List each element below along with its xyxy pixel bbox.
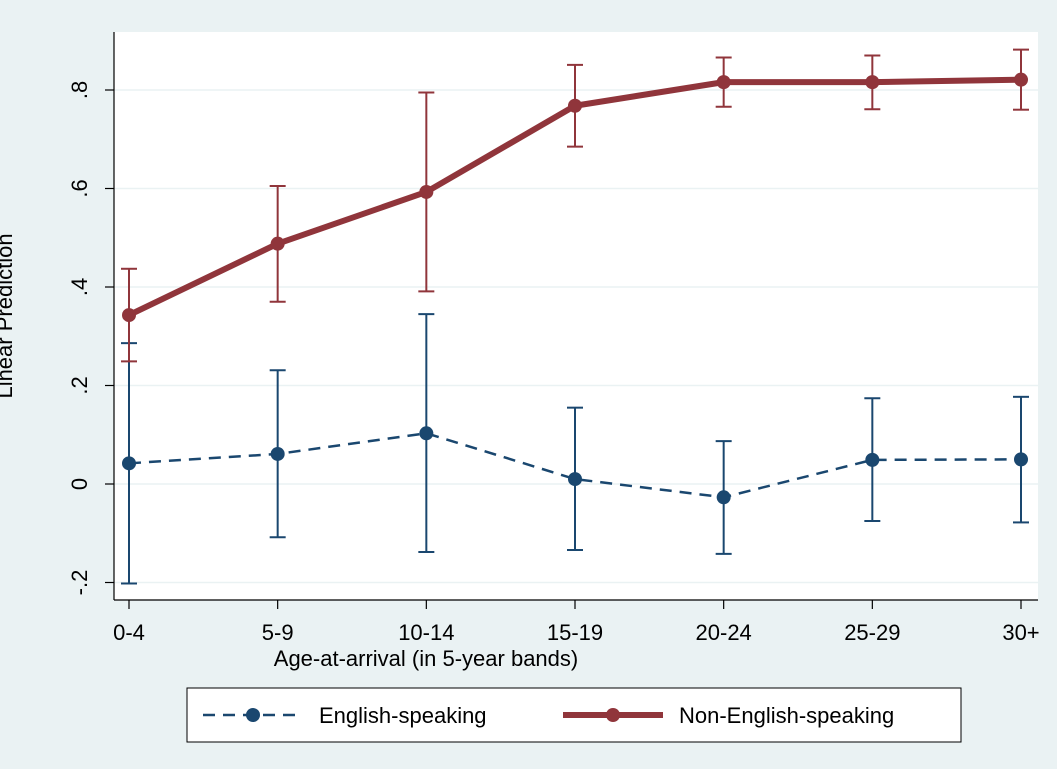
data-point xyxy=(1014,72,1028,87)
x-tick-label: 5-9 xyxy=(262,620,294,645)
x-tick-label: 10-14 xyxy=(398,620,454,645)
data-point xyxy=(419,426,434,441)
x-tick-label: 25-29 xyxy=(844,620,900,645)
data-point xyxy=(270,446,285,461)
series-non-english xyxy=(121,48,1029,363)
legend-label-english: English-speaking xyxy=(319,703,487,728)
data-point xyxy=(865,452,880,467)
y-tick-label: .8 xyxy=(67,81,92,99)
series-layer xyxy=(121,48,1029,585)
data-point xyxy=(270,236,285,251)
y-tick-label: .4 xyxy=(67,278,92,296)
y-tick-label: .2 xyxy=(67,376,92,394)
x-axis-title: Age-at-arrival (in 5-year bands) xyxy=(274,646,578,671)
x-tick-label: 15-19 xyxy=(547,620,603,645)
legend-marker-english xyxy=(246,708,260,722)
data-point xyxy=(1014,452,1028,467)
x-tick-label: 20-24 xyxy=(696,620,752,645)
data-point xyxy=(419,184,434,199)
data-point xyxy=(716,490,731,505)
y-axis-title: Linear Prediction xyxy=(0,233,17,398)
y-axis: -.2 0 .2 .4 .6 .8 xyxy=(67,32,115,600)
x-tick-label: 0-4 xyxy=(113,620,145,645)
legend-item-non-english: Non-English-speaking xyxy=(563,703,894,728)
x-axis: 0-4 5-9 10-14 15-19 20-24 25-29 30+ xyxy=(113,599,1040,645)
series-english xyxy=(121,313,1029,585)
x-tick-label: 30+ xyxy=(1002,620,1039,645)
data-point xyxy=(716,75,731,90)
y-tick-label: -.2 xyxy=(67,570,92,596)
data-point xyxy=(865,75,880,90)
legend-item-english: English-speaking xyxy=(203,703,487,728)
data-point xyxy=(568,98,582,113)
data-point xyxy=(122,456,136,471)
y-tick-label: 0 xyxy=(67,478,92,490)
y-tick-label: .6 xyxy=(67,179,92,197)
legend-marker-non-english xyxy=(606,708,620,722)
data-point xyxy=(122,308,136,323)
legend-label-non-english: Non-English-speaking xyxy=(679,703,894,728)
data-point xyxy=(568,472,582,487)
